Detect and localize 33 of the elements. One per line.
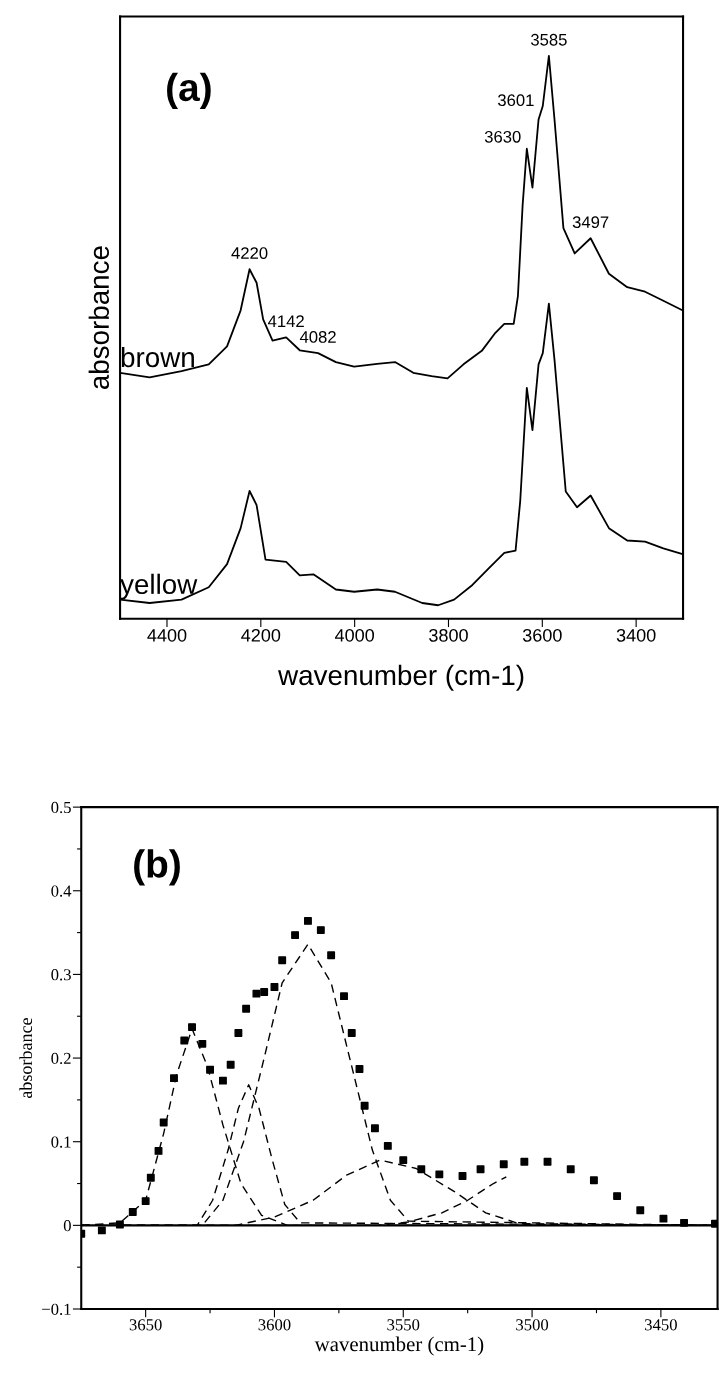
x-tick-label: 3550 — [387, 1319, 420, 1331]
annotation: 3601 — [497, 94, 534, 107]
annotation: 4142 — [268, 315, 304, 327]
x-tick-label: 3800 — [429, 628, 468, 642]
y-tick-label: 0 — [63, 1220, 71, 1232]
x-tick-label: 4400 — [147, 628, 187, 642]
annotation: 3585 — [530, 33, 567, 46]
series-label: yellow — [120, 573, 198, 600]
annotation: 3497 — [572, 216, 609, 229]
y-tick-label: 0.4 — [51, 885, 72, 897]
x-tick-label: 3400 — [616, 628, 656, 642]
annotation: 4082 — [299, 331, 336, 343]
chart-title: (a) — [167, 72, 211, 109]
x-tick-label: 3500 — [516, 1319, 549, 1331]
y-axis-title: absorbance — [19, 1018, 33, 1099]
x-tick-label: 3650 — [129, 1319, 162, 1331]
y-axis-title: absorbance — [88, 246, 110, 390]
series-label: brown — [121, 346, 194, 368]
y-tick-label: −0.1 — [42, 1303, 71, 1316]
x-tick-label: 3600 — [258, 1319, 291, 1331]
y-tick-label: 0.3 — [51, 969, 71, 981]
y-tick-label: 0.1 — [51, 1136, 71, 1148]
x-tick-label: 4000 — [334, 628, 375, 642]
x-tick-label: 3600 — [522, 628, 562, 642]
x-tick-label: 3450 — [645, 1319, 677, 1331]
y-tick-label: 0.2 — [51, 1052, 71, 1065]
y-tick-label: 0.5 — [51, 801, 71, 814]
x-tick-label: 4200 — [241, 628, 281, 642]
x-axis-title: wavenumber (cm-1) — [314, 1336, 484, 1356]
annotation: 3630 — [484, 130, 521, 143]
text: (b) — [134, 849, 180, 886]
annotation: 4220 — [231, 247, 268, 259]
x-axis-title: wavenumber (cm-1) — [278, 664, 524, 691]
